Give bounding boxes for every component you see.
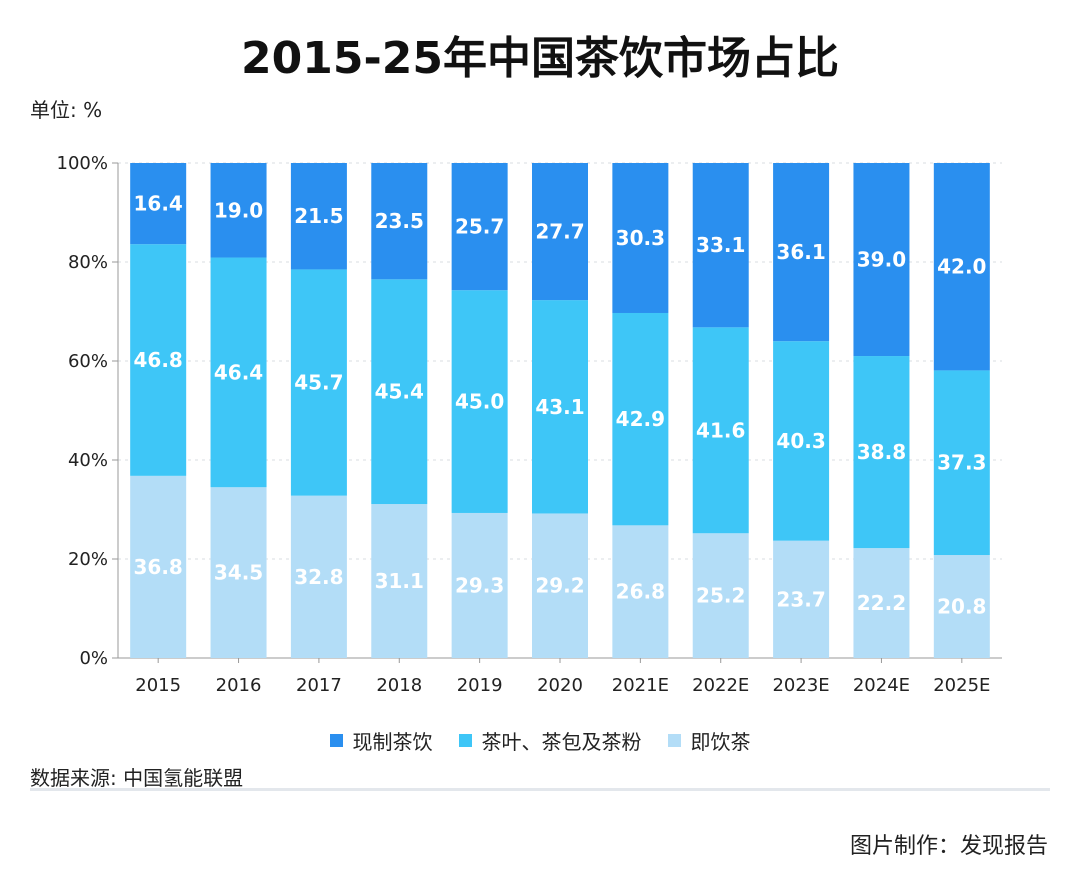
data-label: 38.8 (857, 440, 906, 464)
data-label: 19.0 (214, 198, 263, 222)
data-label: 23.7 (776, 587, 825, 611)
data-label: 45.7 (294, 371, 343, 395)
x-tick-label: 2020 (537, 675, 583, 696)
bar-segment (933, 163, 990, 371)
legend: 现制茶饮 茶叶、茶包及茶粉 即饮茶 (0, 726, 1080, 755)
data-label: 41.6 (696, 418, 745, 442)
bar-segment (773, 540, 830, 658)
legend-label-tea-leaf: 茶叶、茶包及茶粉 (481, 730, 642, 754)
data-label: 32.8 (294, 565, 343, 589)
x-tick-label: 2022E (692, 675, 749, 696)
legend-swatch-rtd-tea (667, 734, 681, 747)
bar-segment (853, 163, 910, 357)
data-label: 43.1 (535, 395, 584, 419)
legend-item-tea-leaf: 茶叶、茶包及茶粉 (458, 726, 642, 755)
legend-item-fresh-tea: 现制茶饮 (329, 726, 433, 755)
x-tick-label: 2017 (296, 675, 342, 696)
data-label: 25.7 (455, 215, 504, 239)
bar-segment (612, 525, 669, 658)
bar-segment (290, 495, 347, 658)
bar-segment (692, 533, 749, 658)
bar-segment (532, 513, 588, 658)
data-label: 36.1 (776, 240, 825, 264)
data-label: 20.8 (937, 595, 986, 619)
data-label: 27.7 (535, 220, 584, 244)
bar-segment (290, 163, 347, 270)
data-label: 36.8 (134, 555, 183, 579)
bar-segment (612, 312, 669, 526)
x-tick-label: 2015 (135, 675, 181, 696)
data-label: 40.3 (776, 429, 825, 453)
bar-segment (130, 475, 187, 658)
data-label: 31.1 (375, 569, 424, 593)
bar-segment (451, 163, 508, 291)
data-label: 45.4 (375, 380, 424, 404)
data-label: 25.2 (696, 584, 745, 608)
data-label: 33.1 (696, 233, 745, 257)
data-label: 16.4 (134, 192, 183, 216)
data-source: 数据来源: 中国氢能联盟 (30, 766, 244, 790)
stacked-bar-chart: 0% 20% 40% 60% 80% 100% 36.8 46.8 16.4 2015 34.5 46… (57, 153, 1002, 696)
data-label: 34.5 (214, 561, 263, 585)
bar-segment (933, 370, 990, 556)
data-label: 37.3 (937, 451, 986, 475)
y-tick-label: 60% (68, 351, 108, 372)
data-label: 42.0 (937, 255, 986, 279)
bar-segment (371, 504, 428, 658)
data-label: 39.0 (857, 248, 906, 272)
data-label: 29.2 (535, 574, 584, 598)
data-label: 46.4 (214, 360, 263, 384)
bar-segment (371, 163, 428, 280)
bar-segment (532, 163, 588, 301)
data-label: 23.5 (375, 209, 424, 233)
y-tick-label: 80% (68, 252, 108, 273)
x-tick-label: 2019 (457, 675, 503, 696)
y-tick-label: 40% (68, 450, 108, 471)
divider (30, 788, 1050, 791)
legend-swatch-fresh-tea (329, 734, 343, 747)
bar-segment (371, 279, 428, 505)
bar-segment (451, 290, 508, 513)
x-tick-label: 2021E (612, 675, 669, 696)
bar-segment (773, 341, 830, 541)
data-label: 29.3 (455, 573, 504, 597)
bar-segment (853, 356, 910, 549)
bar-segment (692, 327, 749, 534)
legend-swatch-tea-leaf (458, 734, 472, 747)
x-tick-label: 2016 (216, 675, 262, 696)
bar-segment (290, 269, 347, 496)
legend-label-rtd-tea: 即饮茶 (690, 730, 751, 754)
bar-segment (933, 555, 990, 658)
data-label: 45.0 (455, 390, 504, 414)
data-label: 22.2 (857, 591, 906, 615)
bar-segment (210, 487, 267, 658)
y-tick-label: 20% (68, 549, 108, 570)
x-tick-label: 2018 (376, 675, 422, 696)
data-label: 46.8 (134, 348, 183, 372)
bar-segment (612, 163, 669, 313)
chart-title: 2015-25年中国茶饮市场占比 (241, 33, 839, 84)
legend-label-fresh-tea: 现制茶饮 (352, 730, 433, 754)
y-tick-label: 100% (57, 153, 108, 174)
bar-segment (532, 300, 588, 514)
x-tick-label: 2025E (933, 675, 990, 696)
data-label: 26.8 (616, 580, 665, 604)
credit: 图片制作：发现报告 (849, 834, 1048, 859)
x-tick-label: 2024E (853, 675, 910, 696)
bar-segment (210, 163, 267, 258)
bar-segment (130, 244, 187, 476)
data-label: 21.5 (294, 204, 343, 228)
bar-segment (130, 163, 187, 245)
x-tick-label: 2023E (772, 675, 829, 696)
data-label: 42.9 (616, 407, 665, 431)
bar-segment (853, 548, 910, 658)
y-tick-label: 0% (79, 648, 108, 669)
bar-segment (451, 512, 508, 658)
data-label: 30.3 (616, 226, 665, 250)
legend-item-rtd-tea: 即饮茶 (667, 726, 751, 755)
unit-label: 单位: % (30, 98, 103, 122)
bar-segment (692, 163, 749, 328)
bar-segment (210, 257, 267, 488)
bar-segment (773, 163, 830, 342)
